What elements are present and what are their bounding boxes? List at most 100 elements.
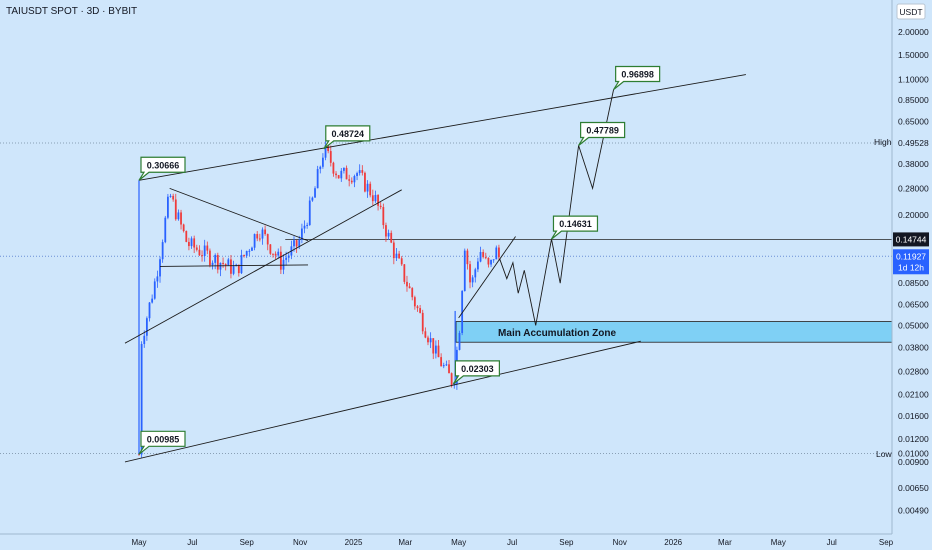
candle-body — [177, 212, 180, 220]
price-axis[interactable]: 2.00000 1.50000 1.10000 0.85000 0.65000 0.495… — [893, 27, 929, 515]
y-tick-label: 0.85000 — [898, 95, 929, 105]
candle-body — [498, 247, 500, 258]
candle-body — [411, 288, 414, 298]
candle-body — [261, 229, 264, 239]
candle-body — [138, 454, 140, 456]
candle-body — [392, 242, 395, 259]
candle-body — [366, 183, 369, 192]
candle-body — [285, 257, 288, 260]
candle-body — [390, 232, 393, 243]
trendline — [169, 187, 309, 242]
candle-body — [369, 183, 372, 196]
projection-path — [499, 89, 615, 326]
candle-body — [243, 254, 245, 256]
candle-body — [463, 250, 466, 291]
candle-body — [153, 281, 156, 299]
time-axis[interactable]: May Jul Sep Nov 2025 Mar May Jul Sep Nov 2026 Mar Ma… — [131, 538, 893, 547]
trendline — [160, 264, 309, 267]
x-tick-label: Sep — [240, 538, 255, 547]
y-tick-label: 0.06500 — [898, 300, 929, 310]
candle-body — [211, 262, 214, 266]
candle-body — [382, 207, 385, 226]
candle-body — [432, 338, 435, 354]
candle-body — [248, 250, 251, 252]
trendline — [124, 340, 641, 463]
candle-body — [437, 345, 440, 358]
candle-body — [277, 251, 280, 256]
candle-body — [279, 251, 282, 270]
candle-body — [353, 176, 356, 183]
candle-body — [182, 224, 185, 232]
candle-body — [458, 332, 461, 350]
price-callout: 0.14631 — [550, 215, 599, 240]
x-tick-label: Mar — [398, 538, 412, 547]
candle-body — [450, 373, 453, 386]
candle-body — [185, 231, 188, 242]
candle-body — [148, 302, 151, 319]
candle-body — [387, 232, 390, 237]
candle-body — [219, 262, 222, 270]
candle-body — [403, 264, 406, 282]
candle-body — [471, 277, 474, 283]
trendline — [458, 236, 516, 319]
candle-body — [469, 264, 471, 283]
candle-body — [361, 170, 364, 173]
candle-body — [408, 286, 411, 289]
candle-body — [174, 199, 177, 220]
candle-body — [266, 234, 269, 245]
price-callout: 0.96898 — [613, 65, 661, 90]
callout-box — [550, 215, 599, 240]
y-tick-label: 0.00490 — [898, 505, 929, 515]
candle-body — [482, 252, 485, 258]
candle-body — [364, 172, 366, 192]
candle-body — [479, 252, 482, 262]
candle-body — [358, 170, 361, 174]
candle-body — [406, 281, 408, 287]
x-tick-label: 2026 — [664, 538, 682, 547]
y-tick-label: 1.50000 — [898, 50, 929, 60]
x-tick-label: Sep — [559, 538, 574, 547]
callout-box — [138, 156, 186, 181]
candle-body — [487, 257, 490, 265]
candle-body — [440, 357, 443, 367]
candle-body — [413, 297, 416, 307]
callout-text: 0.00985 — [147, 434, 180, 444]
candle-body — [180, 212, 182, 225]
y-tick-label: 0.02100 — [898, 389, 929, 399]
candle-body — [274, 253, 277, 256]
y-tick-label: 0.05000 — [898, 320, 929, 330]
candle-body — [216, 255, 219, 270]
x-tick-label: Nov — [613, 538, 627, 547]
candle-body — [421, 312, 424, 332]
plot-area[interactable] — [0, 0, 892, 534]
candle-body — [492, 259, 495, 261]
candle-body — [161, 242, 164, 260]
candle-body — [201, 255, 203, 257]
x-tick-label: Jul — [827, 538, 837, 547]
candle-body — [232, 266, 235, 274]
candle-body — [419, 308, 422, 313]
callout-box — [578, 121, 626, 146]
candle-body — [374, 194, 377, 202]
candle-body — [151, 298, 154, 303]
candle-body — [209, 250, 211, 266]
candle-body — [316, 169, 319, 189]
trendline — [124, 189, 402, 344]
currency-button[interactable]: USDT — [896, 3, 926, 20]
high-side-label: High — [874, 137, 892, 147]
candle-body — [237, 264, 240, 274]
candle-body — [140, 344, 143, 455]
candle-body — [377, 194, 379, 206]
y-tick-label: 2.00000 — [898, 27, 929, 37]
y-tick-label: 0.00900 — [898, 457, 929, 467]
candle-body — [190, 238, 193, 247]
callout-text: 0.47789 — [586, 125, 619, 135]
y-tick-label: 0.01200 — [898, 434, 929, 444]
candle-body — [166, 196, 169, 218]
candle-body — [348, 179, 351, 181]
x-tick-label: Jul — [507, 538, 517, 547]
candle-body — [490, 259, 492, 265]
candle-body — [345, 167, 348, 180]
candle-body — [164, 217, 167, 243]
